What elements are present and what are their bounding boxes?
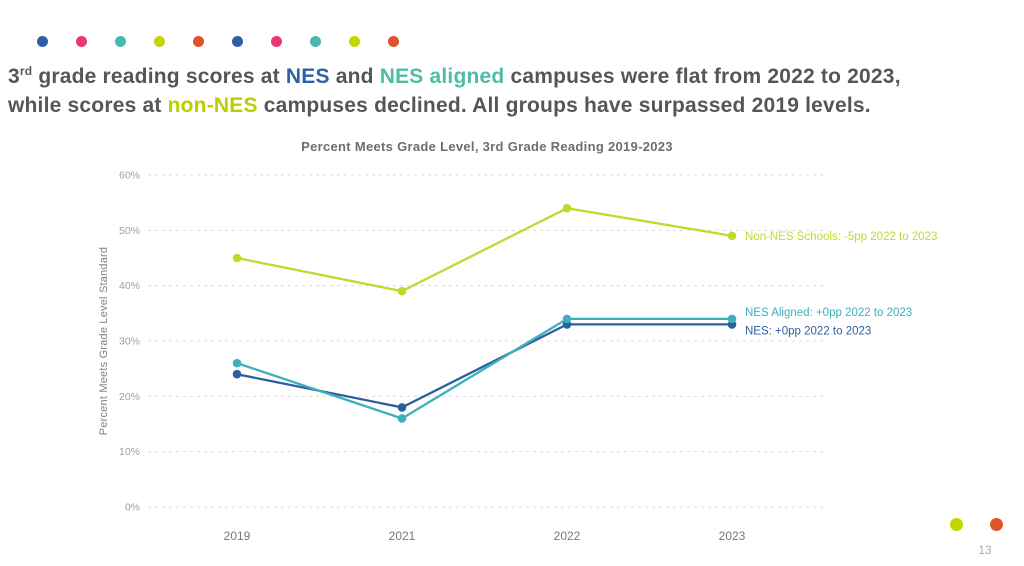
- page-number: 13: [978, 543, 992, 557]
- chart-plot: 0% 10% 20% 30% 40% 50% 60% 2019 2021 2022 2023 Non-…: [119, 170, 937, 544]
- series-line: [236, 323, 732, 409]
- decorative-dot: [115, 36, 126, 47]
- y-axis-tick-label: 10%: [119, 446, 140, 458]
- decorative-dot: [950, 518, 963, 531]
- data-point: [232, 253, 242, 263]
- y-axis-title: Percent Meets Grade Level Standard: [98, 247, 110, 435]
- series-label: Non-NES Schools: -5pp 2022 to 2023: [745, 231, 937, 243]
- bottom-dots: [950, 518, 1003, 531]
- headline-text: rd: [19, 64, 33, 78]
- decorative-dot: [349, 36, 360, 47]
- series-label: NES Aligned: +0pp 2022 to 2023: [745, 307, 912, 319]
- x-axis-tick-label: 2023: [719, 529, 746, 543]
- headline-text: grade reading scores at: [32, 65, 286, 88]
- series-line: [236, 317, 732, 420]
- top-dots: [37, 36, 399, 47]
- data-point: [562, 314, 572, 324]
- series-line: [236, 207, 733, 293]
- y-axis-tick-label: 0%: [125, 502, 140, 514]
- decorative-dot: [388, 36, 399, 47]
- series-label: NES: +0pp 2022 to 2023: [745, 325, 871, 337]
- y-axis-tick-label: 60%: [119, 170, 140, 182]
- data-point: [562, 203, 572, 213]
- headline-highlight: non-NES: [167, 94, 258, 117]
- decorative-dot: [37, 36, 48, 47]
- headline-text: campuses were flat from 2022 to 2023,: [504, 65, 901, 88]
- headline: 3rd grade reading scores at NES and NES …: [8, 62, 1018, 120]
- decorative-dot: [310, 36, 321, 47]
- y-axis-tick-label: 50%: [119, 225, 140, 237]
- y-axis-tick-label: 20%: [119, 391, 140, 403]
- x-axis-tick-label: 2022: [554, 529, 581, 543]
- decorative-dot: [271, 36, 282, 47]
- y-axis-tick-label: 40%: [119, 280, 140, 292]
- data-point: [727, 314, 737, 324]
- headline-highlight: NES: [285, 65, 330, 88]
- chart-title: Percent Meets Grade Level, 3rd Grade Rea…: [301, 139, 673, 154]
- y-axis-tick-label: 30%: [119, 336, 140, 348]
- data-point: [397, 414, 407, 423]
- data-point: [232, 358, 242, 368]
- decorative-dot: [154, 36, 165, 47]
- headline-text: 3: [8, 65, 20, 88]
- x-axis-tick-label: 2021: [389, 529, 416, 543]
- headline-text: campuses declined. All groups have surpa…: [257, 94, 871, 117]
- headline-text: and: [329, 65, 380, 88]
- data-point: [232, 369, 242, 379]
- headline-text: while scores at: [8, 94, 168, 117]
- headline-highlight: NES aligned: [379, 65, 505, 88]
- decorative-dot: [232, 36, 243, 47]
- decorative-dot: [193, 36, 204, 47]
- decorative-dot: [76, 36, 87, 47]
- x-axis-tick-label: 2019: [224, 529, 251, 543]
- data-point: [727, 231, 737, 241]
- data-point: [397, 403, 407, 412]
- decorative-dot: [990, 518, 1003, 531]
- data-point: [397, 286, 407, 296]
